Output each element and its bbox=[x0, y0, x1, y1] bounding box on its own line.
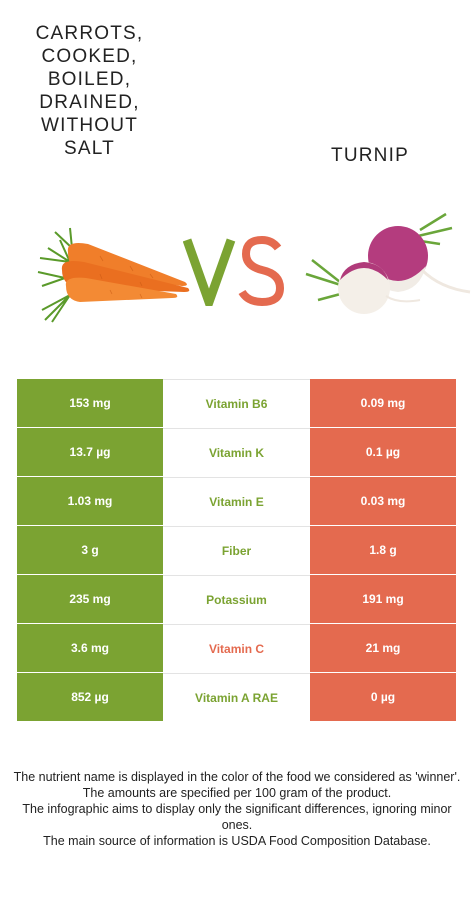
table-row: 1.03 mg Vitamin E 0.03 mg bbox=[17, 477, 456, 525]
right-value: 191 mg bbox=[310, 575, 456, 623]
nutrient-name: Potassium bbox=[163, 575, 310, 623]
food-images bbox=[37, 212, 471, 323]
footer-line: The main source of information is USDA F… bbox=[43, 834, 431, 848]
table-row: 3.6 mg Vitamin C 21 mg bbox=[17, 624, 456, 672]
right-value: 0.09 mg bbox=[310, 379, 456, 427]
nutrient-name: Vitamin A RAE bbox=[163, 673, 310, 721]
carrots-image bbox=[37, 227, 190, 323]
left-value: 13.7 µg bbox=[17, 428, 163, 476]
left-value: 852 µg bbox=[17, 673, 163, 721]
footer-notes: The nutrient name is displayed in the co… bbox=[10, 769, 464, 849]
turnip-image bbox=[305, 212, 471, 314]
right-food-title: TURNIP bbox=[331, 145, 409, 166]
left-value: 235 mg bbox=[17, 575, 163, 623]
nutrient-name: Vitamin C bbox=[163, 624, 310, 672]
footer-line: The nutrient name is displayed in the co… bbox=[13, 770, 461, 784]
right-value: 0 µg bbox=[310, 673, 456, 721]
comparison-table: 153 mg Vitamin B6 0.09 mg 13.7 µg Vitami… bbox=[17, 379, 456, 722]
table-row: 153 mg Vitamin B6 0.09 mg bbox=[17, 379, 456, 427]
vs-s-letter bbox=[238, 236, 285, 306]
left-value: 3 g bbox=[17, 526, 163, 574]
left-food-title: CARROTS, COOKED, BOILED, DRAINED, WITHOU… bbox=[35, 23, 144, 159]
footer-line: The infographic aims to display only the… bbox=[22, 802, 452, 832]
table-row: 852 µg Vitamin A RAE 0 µg bbox=[17, 673, 456, 721]
vs-v-letter bbox=[183, 238, 236, 306]
nutrient-name: Vitamin K bbox=[163, 428, 310, 476]
table-row: 235 mg Potassium 191 mg bbox=[17, 575, 456, 623]
left-value: 3.6 mg bbox=[17, 624, 163, 672]
right-value: 0.03 mg bbox=[310, 477, 456, 525]
nutrient-name: Vitamin E bbox=[163, 477, 310, 525]
left-value: 153 mg bbox=[17, 379, 163, 427]
table-row: 13.7 µg Vitamin K 0.1 µg bbox=[17, 428, 456, 476]
footer-line: The amounts are specified per 100 gram o… bbox=[82, 786, 392, 800]
right-value: 21 mg bbox=[310, 624, 456, 672]
right-value: 0.1 µg bbox=[310, 428, 456, 476]
nutrient-name: Fiber bbox=[163, 526, 310, 574]
table-row: 3 g Fiber 1.8 g bbox=[17, 526, 456, 574]
right-value: 1.8 g bbox=[310, 526, 456, 574]
nutrient-name: Vitamin B6 bbox=[163, 379, 310, 427]
left-value: 1.03 mg bbox=[17, 477, 163, 525]
